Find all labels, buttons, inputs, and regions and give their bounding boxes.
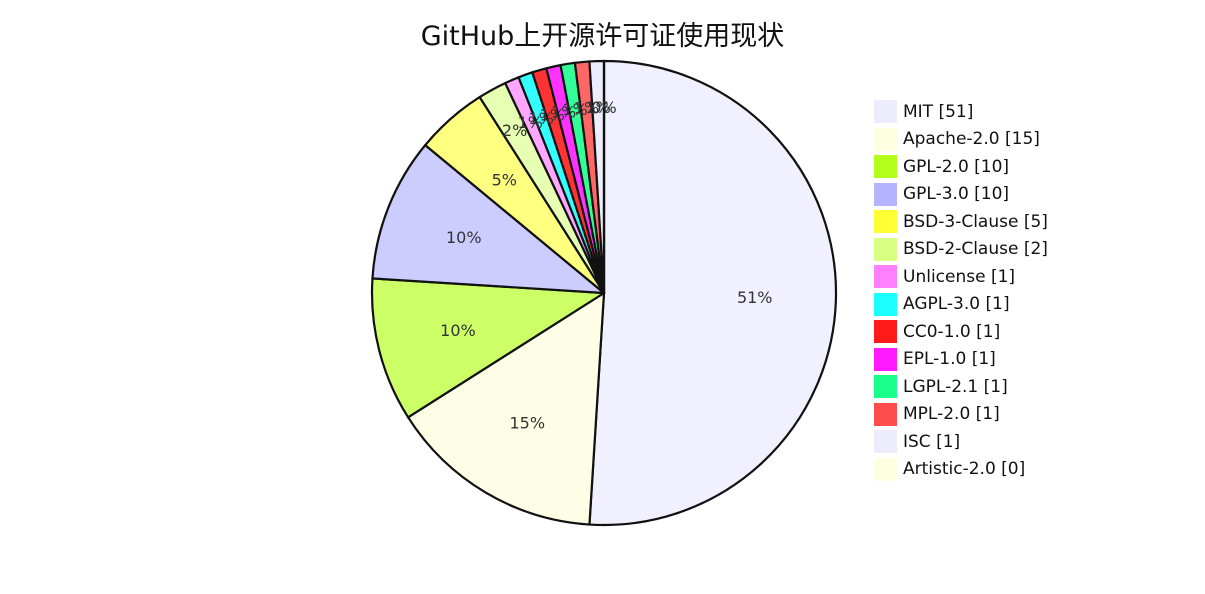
legend-label: AGPL-3.0 [1]	[903, 294, 1010, 315]
legend-swatch	[874, 347, 897, 371]
slice-label-isc: 1%	[585, 98, 610, 117]
legend-item-gpl-2-0: GPL-2.0 [10]	[874, 153, 1048, 181]
pie-slice-gpl-2-0	[370, 277, 606, 419]
legend-item-lgpl-2-1: LGPL-2.1 [1]	[874, 373, 1048, 401]
slice-label-mit: 51%	[737, 288, 773, 307]
legend-label: CC0-1.0 [1]	[903, 321, 1001, 342]
legend-label: Apache-2.0 [15]	[903, 129, 1040, 150]
legend-swatch	[874, 375, 897, 399]
legend-item-cc0-1-0: CC0-1.0 [1]	[874, 318, 1048, 346]
legend-swatch	[874, 182, 897, 206]
legend-item-gpl-3-0: GPL-3.0 [10]	[874, 181, 1048, 209]
legend-label: BSD-2-Clause [2]	[903, 239, 1048, 260]
legend-label: ISC [1]	[903, 431, 961, 452]
legend-swatch	[874, 320, 897, 344]
legend-label: MPL-2.0 [1]	[903, 404, 1000, 425]
legend-label: MIT [51]	[903, 101, 974, 122]
legend-item-mpl-2-0: MPL-2.0 [1]	[874, 401, 1048, 429]
pie-slice-mit	[588, 59, 838, 527]
legend-item-epl-1-0: EPL-1.0 [1]	[874, 346, 1048, 374]
legend-item-isc: ISC [1]	[874, 428, 1048, 456]
legend-swatch	[874, 237, 897, 261]
legend-label: Artistic-2.0 [0]	[903, 459, 1026, 480]
slice-label-gpl-3-0: 10%	[446, 228, 482, 247]
legend-swatch	[874, 402, 897, 426]
legend-swatch	[874, 155, 897, 179]
slice-label-epl-1-0: 1%	[551, 102, 576, 121]
legend-label: EPL-1.0 [1]	[903, 349, 996, 370]
legend-item-mit: MIT [51]	[874, 98, 1048, 126]
slice-label-cc0-1-0: 1%	[540, 105, 565, 124]
legend: MIT [51] Apache-2.0 [15] GPL-2.0 [10] GPL-3…	[874, 98, 1048, 483]
legend-swatch	[874, 292, 897, 316]
pie-slices	[370, 59, 838, 527]
legend-label: BSD-3-Clause [5]	[903, 211, 1048, 232]
legend-item-bsd-2-clause: BSD-2-Clause [2]	[874, 236, 1048, 264]
legend-swatch	[874, 265, 897, 289]
legend-label: GPL-3.0 [10]	[903, 184, 1010, 205]
legend-label: GPL-2.0 [10]	[903, 156, 1010, 177]
slice-label-apache-2-0: 15%	[509, 413, 545, 432]
legend-label: LGPL-2.1 [1]	[903, 376, 1008, 397]
legend-swatch	[874, 127, 897, 151]
legend-item-agpl-3-0: AGPL-3.0 [1]	[874, 291, 1048, 319]
legend-swatch	[874, 457, 897, 481]
legend-label: Unlicense [1]	[903, 266, 1016, 287]
slice-label-artistic-2-0: 0%	[591, 98, 616, 117]
legend-swatch	[874, 430, 897, 454]
legend-swatch	[874, 100, 897, 124]
slice-label-bsd-2-clause: 2%	[502, 121, 527, 140]
slice-label-unlicense: 1%	[518, 113, 543, 132]
pie-slice-apache-2-0	[407, 291, 606, 526]
legend-swatch	[874, 210, 897, 234]
pie-slice-gpl-3-0	[371, 144, 606, 295]
slice-label-mpl-2-0: 1%	[574, 99, 599, 118]
chart-title: GitHub上开源许可证使用现状	[420, 21, 785, 52]
slice-label-agpl-3-0: 1%	[528, 109, 553, 128]
legend-item-bsd-3-clause: BSD-3-Clause [5]	[874, 208, 1048, 236]
pie-slice-labels: 51%15%10%10%5%2%1%1%1%1%1%1%1%0%	[440, 98, 772, 432]
slice-label-bsd-3-clause: 5%	[492, 170, 517, 189]
slice-label-lgpl-2-1: 1%	[562, 100, 587, 119]
slice-label-gpl-2-0: 10%	[440, 321, 476, 340]
legend-item-apache-2-0: Apache-2.0 [15]	[874, 126, 1048, 154]
legend-item-unlicense: Unlicense [1]	[874, 263, 1048, 291]
legend-item-artistic-2-0: Artistic-2.0 [0]	[874, 456, 1048, 484]
